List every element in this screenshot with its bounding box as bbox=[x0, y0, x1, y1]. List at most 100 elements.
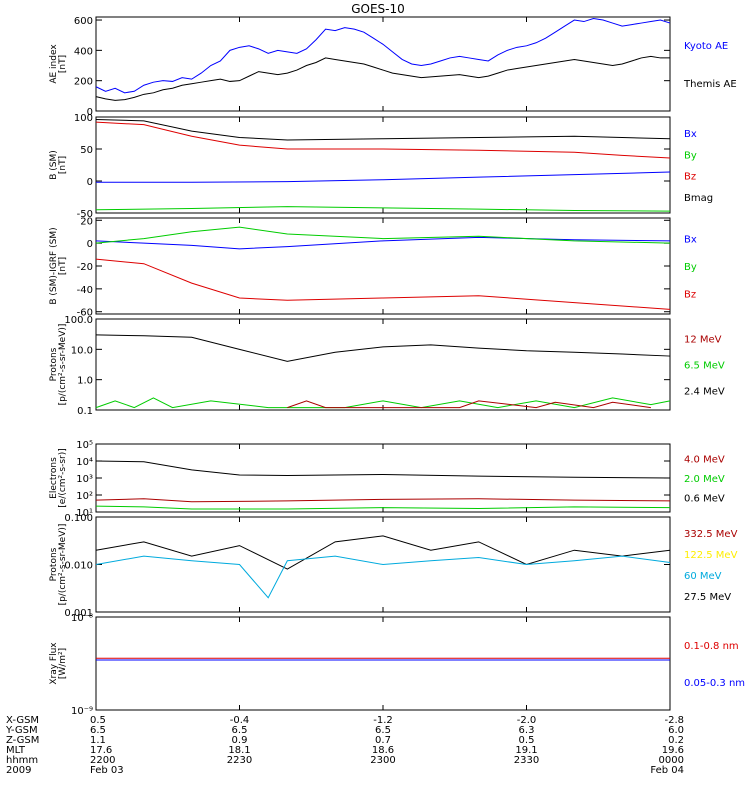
panel-5: 10¹ 10² 10³ 10⁴ 10⁵ Electrons [e/(cm²-s-sr)] 4.… bbox=[49, 440, 725, 519]
y-tick-label: 20 bbox=[80, 216, 93, 227]
y-tick-label: 0.100 bbox=[64, 513, 93, 524]
series-line-by bbox=[95, 206, 671, 212]
axis-value-label: 0000 bbox=[659, 755, 684, 766]
y-axis-label: [W/m²] bbox=[58, 648, 68, 679]
y-tick-label: -40 bbox=[77, 285, 93, 296]
y-axis-label: [p/(cm²-s-sr-MeV)] bbox=[58, 524, 68, 606]
axis-value-label: 6.3 bbox=[519, 725, 535, 736]
y-tick-label: 400 bbox=[74, 46, 93, 57]
legend-entry: Kyoto AE bbox=[684, 41, 728, 52]
y-tick-label: -20 bbox=[77, 262, 93, 273]
legend-entry: 2.0 MeV bbox=[684, 474, 725, 485]
y-tick-label: -60 bbox=[77, 308, 93, 319]
series-line-themis-ae bbox=[95, 55, 670, 101]
axis-value-label: 2300 bbox=[370, 755, 395, 766]
y-axis-label: Protons bbox=[49, 347, 59, 381]
series-line-2-0-mev bbox=[95, 505, 671, 510]
panel-2: -50 0 50 100 B (SM) [nT] Bx By Bz Bmag bbox=[49, 113, 713, 220]
y-tick-label: 100.0 bbox=[64, 315, 93, 326]
legend-entry: 332.5 MeV bbox=[684, 529, 738, 540]
series-line-bmag bbox=[95, 119, 671, 141]
panel-frame bbox=[95, 443, 671, 513]
legend-entry: 60 MeV bbox=[684, 571, 722, 582]
axis-row-label: 2009 bbox=[6, 765, 31, 776]
axis-value-label: 19.6 bbox=[662, 745, 684, 756]
legend-entry: By bbox=[684, 262, 697, 273]
series-line-0-6-mev bbox=[95, 460, 671, 479]
legend-entry: 4.0 MeV bbox=[684, 455, 725, 466]
y-tick-label: 600 bbox=[74, 16, 93, 27]
axis-value-label: 0.7 bbox=[375, 735, 391, 746]
y-tick-label: 0.010 bbox=[64, 561, 93, 572]
legend-entry: 27.5 MeV bbox=[684, 592, 731, 603]
axis-value-label: 1.1 bbox=[90, 735, 106, 746]
y-tick-label: 100 bbox=[74, 113, 93, 124]
axis-value-label: 6.5 bbox=[90, 725, 106, 736]
legend-entry: Bx bbox=[684, 235, 697, 246]
y-tick-label: 10¹ bbox=[76, 508, 93, 519]
axis-value-label: 0.5 bbox=[519, 735, 535, 746]
panel-frame bbox=[95, 318, 671, 411]
y-axis-label: AE index bbox=[49, 44, 59, 84]
y-axis-label: Electrons bbox=[49, 457, 59, 499]
y-axis-label: B (SM) bbox=[49, 150, 59, 180]
y-tick-label: 0 bbox=[87, 239, 93, 250]
panel-4: 0.1 1.0 10.0 100.0 Protons [p/(cm²-s-sr-MeV)]… bbox=[49, 315, 725, 417]
panel-3: -60 -40 -20 0 20 B (SM)-IGRF (SM) [nT] Bx By Bz bbox=[49, 216, 697, 318]
legend-entry: 0.05-0.3 nm bbox=[684, 678, 745, 689]
panel-frame bbox=[95, 16, 671, 112]
axis-value-label: 18.1 bbox=[228, 745, 250, 756]
y-tick-label: 10⁻⁹ bbox=[71, 706, 93, 717]
y-tick-label: 0.1 bbox=[77, 406, 93, 417]
y-tick-label: 1.0 bbox=[77, 376, 93, 387]
legend-entry: 0.1-0.8 nm bbox=[684, 641, 739, 652]
y-tick-label: 10² bbox=[76, 491, 93, 502]
series-line-6-5-mev bbox=[95, 397, 671, 409]
legend-entry: Bx bbox=[684, 129, 697, 140]
axis-value-label: -0.4 bbox=[230, 715, 250, 726]
axis-row-label: Z-GSM bbox=[6, 735, 39, 746]
series-line-60-mev bbox=[95, 555, 671, 599]
panel-1: 0 200 400 600 AE index [nT] Kyoto AE Themis AE bbox=[49, 16, 737, 118]
axis-row-label: MLT bbox=[6, 745, 26, 756]
series-line-by bbox=[95, 226, 671, 244]
y-axis-label: [e/(cm²-s-sr)] bbox=[58, 448, 68, 508]
panel-6: 0.001 0.010 0.100 Protons [p/(cm²-s-sr-MeV)]… bbox=[49, 513, 738, 619]
y-tick-label: -50 bbox=[77, 209, 93, 220]
axis-row-label: X-GSM bbox=[6, 715, 39, 726]
y-axis-label: Xray Flux bbox=[49, 642, 59, 685]
axis-value-label: 6.5 bbox=[375, 725, 391, 736]
legend-entry: Bz bbox=[684, 289, 696, 300]
axis-value-label: 2230 bbox=[227, 755, 252, 766]
axis-value-label: 2200 bbox=[90, 755, 115, 766]
axis-row-label: hhmm bbox=[6, 755, 38, 766]
y-axis-label: [p/(cm²-s-sr-MeV)] bbox=[58, 324, 68, 406]
series-line-bx bbox=[96, 171, 671, 183]
panel-frame bbox=[95, 616, 671, 711]
panel-frame bbox=[95, 116, 671, 214]
y-tick-label: 0 bbox=[87, 107, 93, 118]
y-tick-label: 50 bbox=[80, 145, 93, 156]
y-tick-label: 10⁵ bbox=[76, 440, 93, 451]
axis-value-label: 6.0 bbox=[668, 725, 684, 736]
axis-value-label: 2330 bbox=[514, 755, 539, 766]
axis-value-label: Feb 03 bbox=[90, 765, 124, 776]
y-tick-label: 10³ bbox=[76, 474, 93, 485]
axis-value-label: -2.0 bbox=[517, 715, 537, 726]
figure-title: GOES-10 bbox=[351, 2, 405, 16]
series-line-kyoto-ae bbox=[95, 18, 671, 94]
y-axis-label: [nT] bbox=[58, 156, 68, 174]
y-tick-label: 0.001 bbox=[64, 608, 93, 619]
series-line-27-5-mev bbox=[95, 535, 671, 570]
legend-entry: 122.5 MeV bbox=[684, 550, 738, 561]
legend-entry: Bmag bbox=[684, 193, 713, 204]
y-tick-label: 10⁻⁸ bbox=[71, 613, 93, 624]
panel-7: 10⁻⁹ 10⁻⁸ Xray Flux [W/m²] 0.1-0.8 nm 0.05-0.… bbox=[49, 613, 745, 717]
series-line-2-4-mev bbox=[95, 334, 671, 362]
y-axis-label: Protons bbox=[49, 547, 59, 581]
axis-value-label: -1.2 bbox=[373, 715, 393, 726]
legend-entry: 12 MeV bbox=[684, 335, 722, 346]
series-line-bz bbox=[95, 121, 671, 159]
legend-entry: Themis AE bbox=[683, 79, 737, 90]
